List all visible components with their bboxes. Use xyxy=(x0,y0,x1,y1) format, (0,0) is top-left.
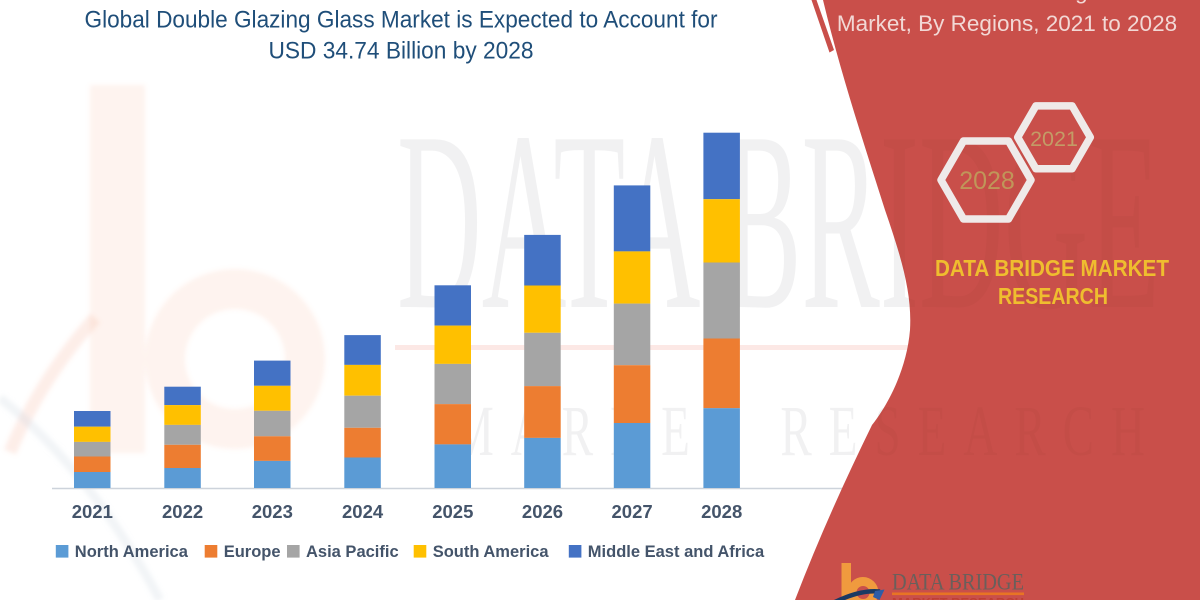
svg-text:North America: North America xyxy=(75,543,189,561)
svg-text:Global Double Glazing Glass Ma: Global Double Glazing Glass Market is Ex… xyxy=(85,7,718,34)
svg-text:MARKET RESEARCH: MARKET RESEARCH xyxy=(892,596,1024,600)
svg-text:RESEARCH: RESEARCH xyxy=(998,283,1108,309)
svg-text:2023: 2023 xyxy=(252,501,293,522)
svg-text:2028: 2028 xyxy=(959,167,1015,195)
svg-text:South America: South America xyxy=(433,543,550,561)
svg-text:DATA BRIDGE: DATA BRIDGE xyxy=(892,570,1024,595)
svg-text:2021: 2021 xyxy=(72,501,113,522)
svg-text:Asia Pacific: Asia Pacific xyxy=(306,543,399,561)
svg-text:2026: 2026 xyxy=(522,501,563,522)
svg-text:2021: 2021 xyxy=(1030,127,1078,151)
svg-text:2025: 2025 xyxy=(432,501,473,522)
svg-text:2022: 2022 xyxy=(162,501,203,522)
svg-text:USD 34.74 Billion by 2028: USD 34.74 Billion by 2028 xyxy=(269,38,534,65)
svg-text:Market, By Regions, 2021 to 20: Market, By Regions, 2021 to 2028 xyxy=(837,11,1177,36)
svg-text:2028: 2028 xyxy=(701,501,742,522)
svg-text:Europe: Europe xyxy=(224,543,281,561)
svg-text:DATA BRIDGE MARKET: DATA BRIDGE MARKET xyxy=(935,255,1169,281)
svg-text:Global Double Glazing Glass: Global Double Glazing Glass xyxy=(863,0,1152,4)
svg-text:2024: 2024 xyxy=(342,501,384,522)
svg-text:2027: 2027 xyxy=(612,501,653,522)
svg-text:Middle East and Africa: Middle East and Africa xyxy=(588,543,765,561)
